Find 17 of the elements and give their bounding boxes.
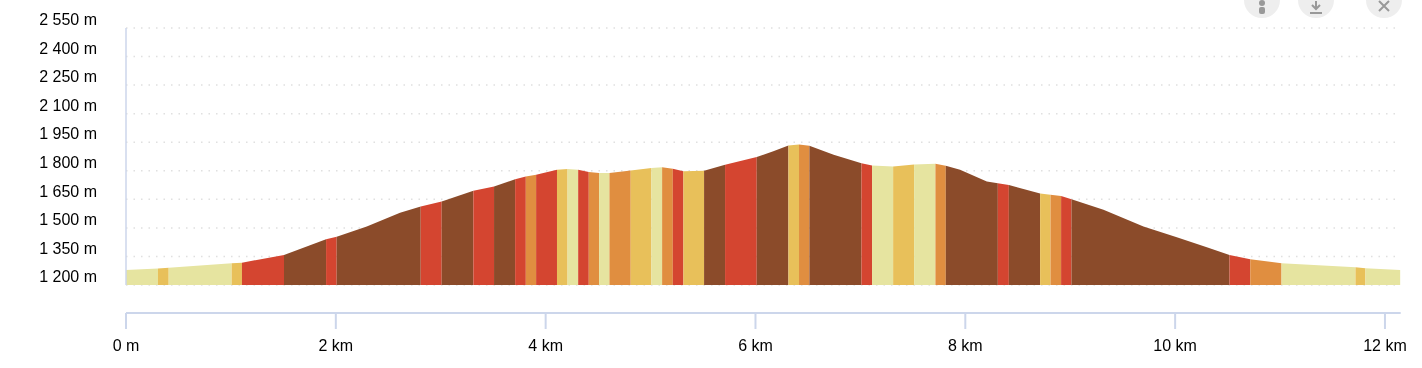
x-tick-label: 0 m — [112, 337, 140, 354]
y-tick-label: 2 400 m — [39, 39, 97, 57]
x-tick-label: 8 km — [947, 337, 983, 354]
y-tick-label: 1 650 m — [39, 182, 97, 200]
y-tick-label: 2 250 m — [39, 68, 97, 86]
x-tick-label: 12 km — [1363, 337, 1407, 354]
y-tick-label: 2 100 m — [39, 96, 97, 114]
y-tick-label: 2 550 m — [39, 11, 97, 29]
y-tick-label: 1 800 m — [39, 154, 97, 172]
y-tick-label: 1 350 m — [39, 239, 97, 257]
x-tick-label: 4 km — [528, 337, 563, 354]
x-tick-label: 10 km — [1153, 337, 1197, 354]
x-tick-label: 6 km — [738, 337, 773, 354]
x-tick-label: 2 km — [318, 337, 354, 354]
y-tick-label: 1 950 m — [39, 125, 97, 143]
y-tick-label: 1 500 m — [39, 211, 97, 229]
y-tick-label: 1 200 m — [39, 268, 97, 286]
